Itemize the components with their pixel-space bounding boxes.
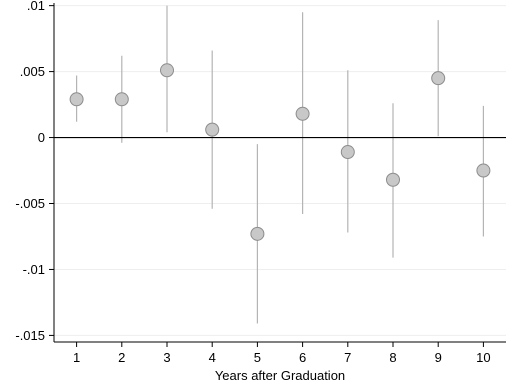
- y-tick-label-5: -.015: [15, 328, 45, 343]
- data-points: [69, 63, 491, 241]
- data-point-9: [431, 71, 446, 86]
- data-point-5: [250, 226, 265, 241]
- data-point-2: [114, 92, 129, 107]
- x-tick-label-7: 8: [389, 350, 396, 365]
- x-tick-label-8: 9: [435, 350, 442, 365]
- x-tick-label-2: 3: [163, 350, 170, 365]
- x-axis-title: Years after Graduation: [215, 368, 345, 383]
- x-tick-label-1: 2: [118, 350, 125, 365]
- y-tick-label-4: -.01: [23, 262, 45, 277]
- data-point-7: [340, 145, 355, 160]
- y-tick-label-2: 0: [38, 130, 45, 145]
- axes: .01 .005 0 -.005 -.01 -.015 1 2 3 4 5 6 7 8 9 10: [15, 0, 506, 365]
- y-tick-label-0: .01: [27, 0, 45, 13]
- data-point-4: [205, 122, 220, 137]
- y-tick-label-1: .005: [20, 64, 45, 79]
- data-point-3: [160, 63, 174, 78]
- data-point-6: [295, 106, 310, 121]
- data-point-10: [476, 163, 491, 178]
- x-tick-label-0: 1: [73, 350, 80, 365]
- x-tick-label-4: 5: [254, 350, 261, 365]
- x-tick-label-5: 6: [299, 350, 306, 365]
- x-tick-label-9: 10: [476, 350, 490, 365]
- y-tick-label-3: -.005: [15, 196, 45, 211]
- data-point-1: [69, 92, 84, 107]
- data-point-8: [386, 172, 400, 187]
- x-tick-label-6: 7: [344, 350, 351, 365]
- x-tick-label-3: 4: [209, 350, 216, 365]
